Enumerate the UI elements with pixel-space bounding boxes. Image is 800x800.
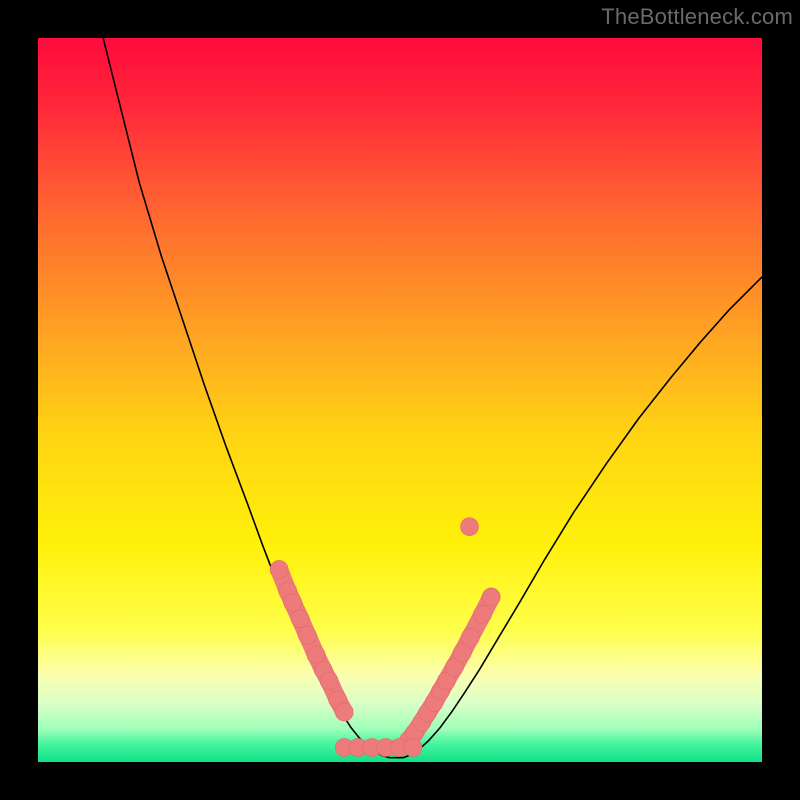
stage: TheBottleneck.com xyxy=(0,0,800,800)
chart-svg xyxy=(0,0,800,800)
bead-outlier-dot xyxy=(461,518,479,536)
watermark-text: TheBottleneck.com xyxy=(601,4,793,30)
